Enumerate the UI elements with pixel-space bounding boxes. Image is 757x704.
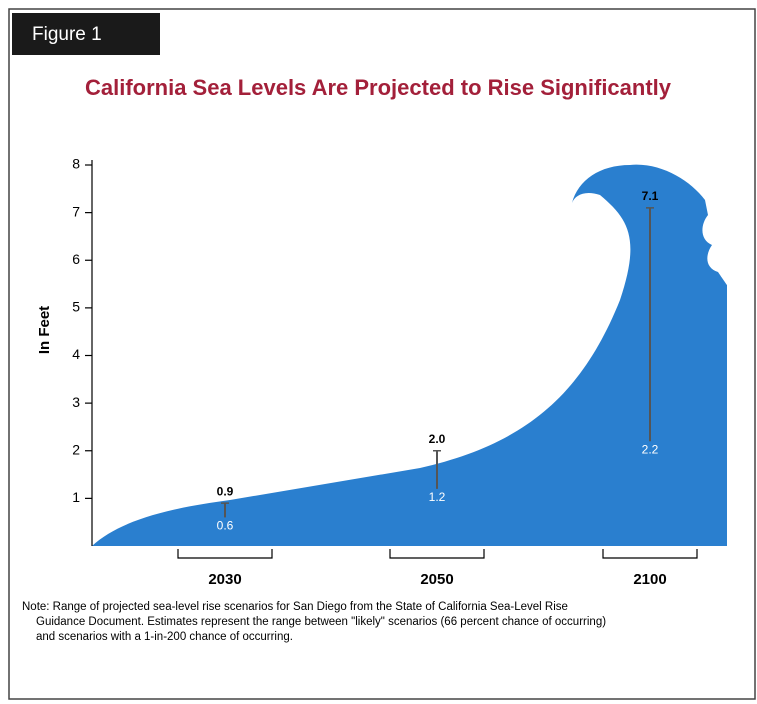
x-tick-label: 2050 xyxy=(420,571,453,588)
y-tick-label: 6 xyxy=(72,251,80,267)
x-tick-label: 2030 xyxy=(208,571,241,588)
value-label: 1.2 xyxy=(429,490,446,504)
y-tick-label: 3 xyxy=(72,394,80,410)
value-label: 2.0 xyxy=(429,432,446,446)
y-tick-label: 1 xyxy=(72,489,80,505)
y-tick-label: 8 xyxy=(72,156,80,172)
value-label: 2.2 xyxy=(642,442,659,456)
chart-title: California Sea Levels Are Projected to R… xyxy=(85,75,672,100)
y-tick-label: 7 xyxy=(72,203,80,219)
figure-label: Figure 1 xyxy=(32,24,102,45)
figure: Figure 1 California Sea Levels Are Proje… xyxy=(0,0,757,704)
value-label: 0.6 xyxy=(217,519,234,533)
y-tick-label: 5 xyxy=(72,299,80,315)
value-label: 0.9 xyxy=(217,484,234,498)
y-tick-label: 4 xyxy=(72,346,80,362)
note: Note: Range of projected sea-level rise … xyxy=(22,601,568,613)
y-tick-label: 2 xyxy=(72,441,80,457)
y-axis-label: In Feet xyxy=(36,306,53,354)
x-tick-label: 2100 xyxy=(633,571,666,588)
note: Guidance Document. Estimates represent t… xyxy=(36,616,606,628)
value-label: 7.1 xyxy=(642,189,659,203)
note: and scenarios with a 1-in-200 chance of … xyxy=(36,631,293,643)
